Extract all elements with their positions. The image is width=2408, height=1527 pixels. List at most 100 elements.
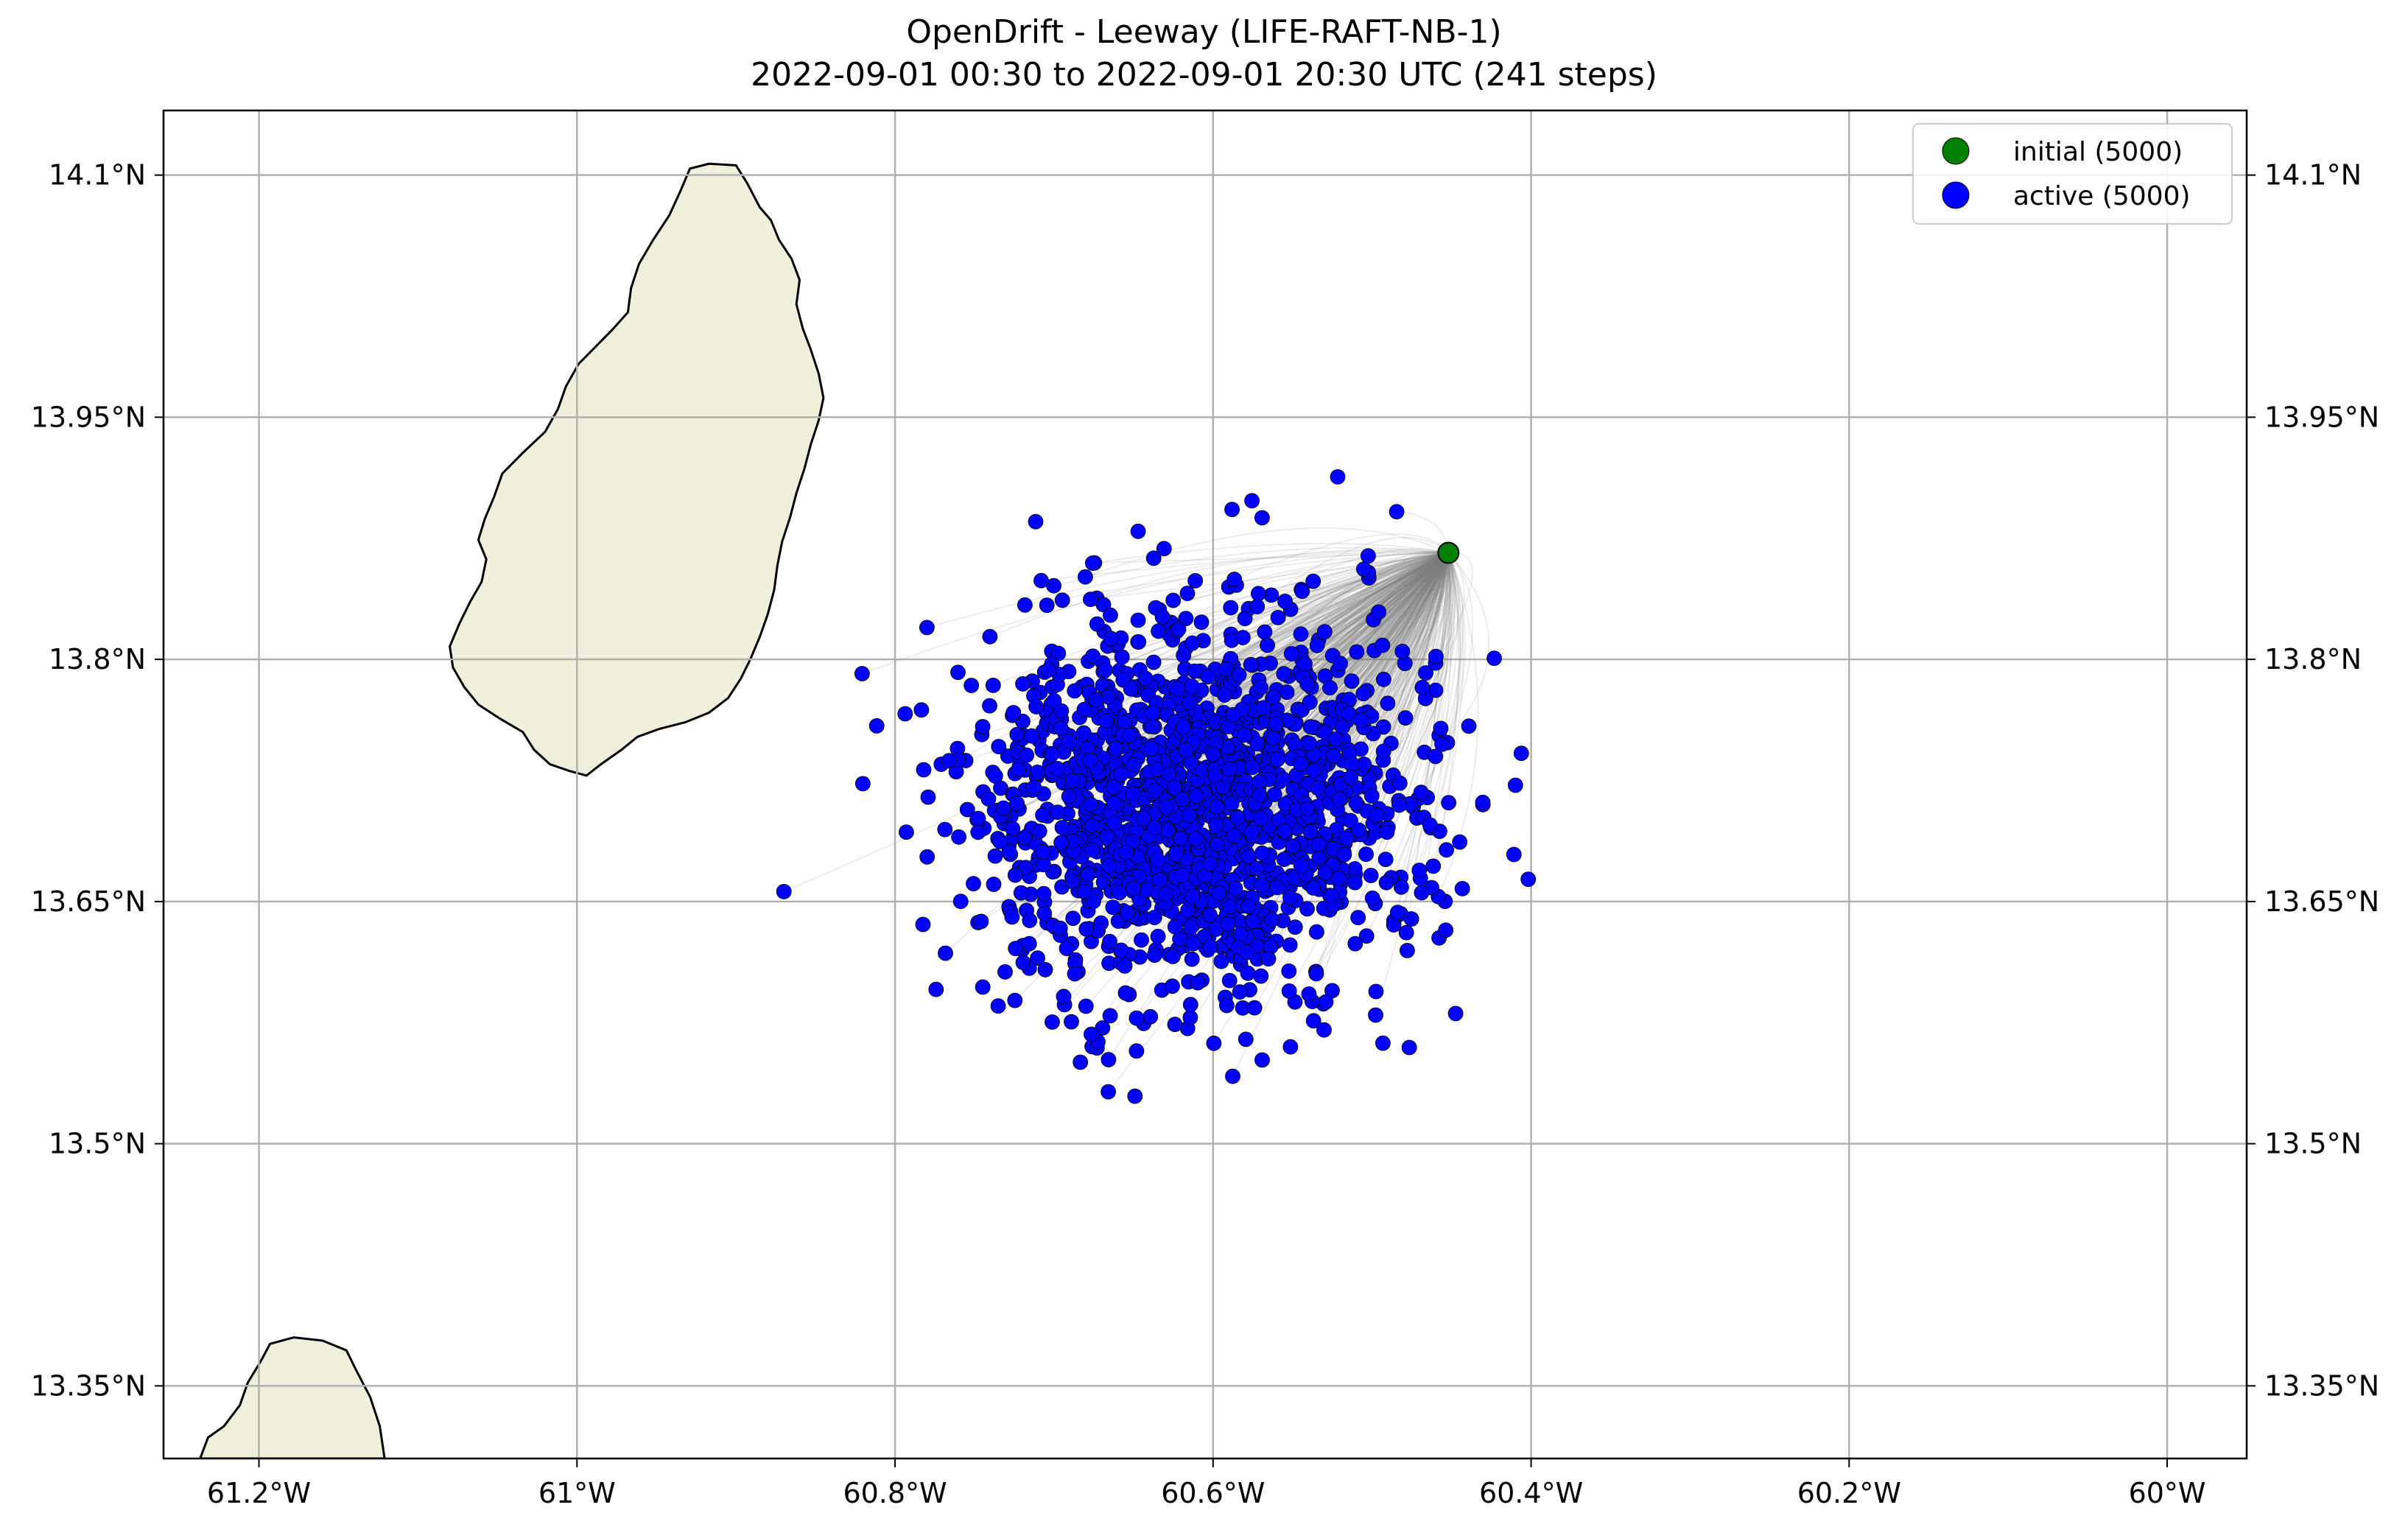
trajectory-line (1277, 552, 1449, 734)
active-particle (1275, 771, 1291, 787)
active-particle (1022, 913, 1038, 928)
trajectory-line (1088, 552, 1449, 662)
active-particle (1053, 703, 1070, 719)
active-particle (1200, 669, 1216, 685)
active-particle (1222, 761, 1238, 777)
active-particle (1302, 824, 1319, 840)
active-particle (1361, 548, 1376, 564)
active-particle (1276, 852, 1292, 867)
trajectory-line (1294, 552, 1450, 1003)
active-particle (1154, 609, 1170, 625)
trajectory-line (1234, 533, 1449, 580)
active-particle (1256, 700, 1271, 716)
active-particle (1368, 983, 1384, 1000)
active-particle (1148, 782, 1163, 798)
active-particle (1349, 644, 1365, 660)
active-particle (1084, 818, 1100, 833)
active-particle (1145, 654, 1162, 670)
x-tick-label-1: 61°W (538, 1477, 616, 1509)
active-particle (1158, 886, 1174, 902)
tick-labels: 61.2°W 61°W 60.8°W 60.6°W 60.4°W 60.2°W 60°W 14… (31, 159, 2379, 1509)
active-particle (1151, 623, 1166, 639)
trajectory-line (1348, 552, 1449, 701)
y-tick-label-left-3: 13.65°N (31, 885, 146, 918)
trajectory-line (1244, 552, 1449, 619)
active-particle (1227, 880, 1243, 896)
active-particle (1309, 637, 1325, 653)
active-particle (937, 821, 953, 838)
active-particle (1098, 662, 1113, 678)
active-particle (1120, 905, 1135, 921)
active-particle (1351, 822, 1367, 838)
active-particle (1305, 880, 1321, 896)
trajectory-line (1375, 552, 1451, 904)
active-particle (970, 824, 986, 840)
active-particle (1209, 837, 1225, 852)
active-particle (1184, 678, 1200, 694)
active-particle (1301, 735, 1317, 751)
active-particle (1208, 817, 1224, 833)
active-particle (1257, 624, 1273, 640)
active-particle (1277, 594, 1293, 609)
active-particle (1378, 874, 1394, 891)
active-particle (1076, 884, 1092, 899)
active-particle (1084, 842, 1101, 858)
trajectory-line (1369, 552, 1450, 717)
active-particle (1193, 614, 1210, 630)
active-particle (776, 884, 792, 899)
active-particle (1202, 939, 1218, 955)
active-particle (990, 998, 1006, 1014)
active-particle (1146, 910, 1162, 925)
active-particle (1005, 705, 1022, 720)
active-particle (986, 877, 1002, 892)
active-particle (1246, 913, 1261, 930)
active-particle (1188, 788, 1204, 804)
active-particle (987, 848, 1003, 864)
active-particle (987, 768, 1003, 784)
active-particle (1136, 810, 1152, 826)
active-particle (1269, 751, 1285, 768)
active-particle (1165, 592, 1182, 608)
active-particle (1211, 885, 1227, 901)
active-particle (1283, 646, 1299, 661)
trajectory-line (1315, 552, 1450, 972)
active-particle (1316, 624, 1333, 639)
active-particle (1054, 592, 1070, 608)
active-particle (1389, 504, 1405, 520)
active-particle (1294, 583, 1310, 599)
active-particle (1089, 616, 1105, 632)
active-particle (1126, 880, 1141, 896)
active-particle (1279, 684, 1295, 701)
active-particle (916, 762, 932, 778)
active-particle (1112, 885, 1128, 901)
active-particle (1363, 868, 1379, 883)
trajectory-line (1435, 552, 1454, 691)
active-particle (1254, 845, 1270, 861)
active-particle (1231, 667, 1247, 683)
active-particle (1056, 989, 1072, 1005)
active-particle (1178, 742, 1194, 758)
y-tick-label-left-4: 13.5°N (49, 1128, 146, 1160)
active-particle (1182, 997, 1198, 1013)
active-particle (1438, 922, 1454, 938)
active-particle (1249, 736, 1266, 751)
active-particle (996, 800, 1011, 816)
trajectory-line (1102, 552, 1449, 687)
trajectory-line (1360, 552, 1450, 835)
active-particle (966, 876, 981, 891)
active-particle (1391, 797, 1407, 813)
active-particle (1418, 665, 1433, 681)
active-particle (1229, 810, 1246, 826)
active-particle (1137, 670, 1154, 687)
active-particle (1117, 985, 1134, 1001)
active-particle (1347, 874, 1363, 891)
active-particle (1414, 885, 1430, 901)
x-tick-label-5: 60.2°W (1797, 1477, 1901, 1509)
active-particle (985, 678, 1001, 693)
active-particle (1253, 968, 1269, 984)
active-particle (1306, 762, 1321, 779)
active-particle (1152, 872, 1168, 888)
active-particle (1393, 879, 1409, 895)
active-particle (1277, 823, 1293, 839)
